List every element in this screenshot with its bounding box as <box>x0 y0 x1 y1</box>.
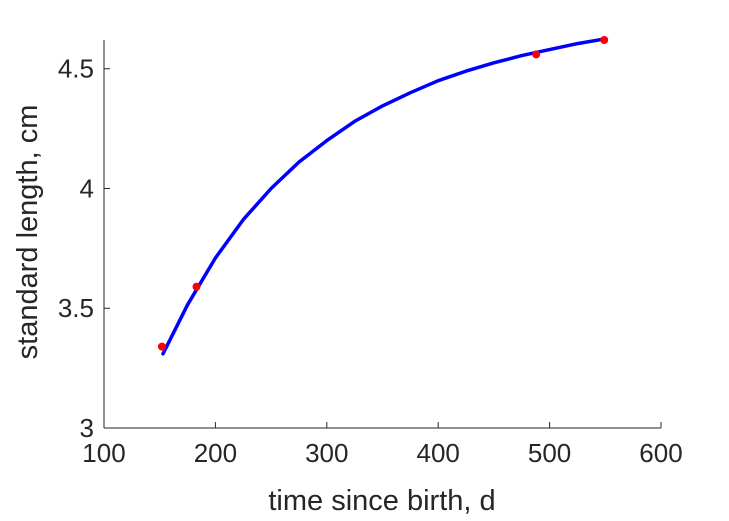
x-tick-label: 400 <box>417 438 460 468</box>
axes <box>103 40 661 429</box>
x-axis-label: time since birth, d <box>268 485 495 517</box>
series-layer <box>157 36 609 356</box>
x-tick-label: 300 <box>305 438 348 468</box>
data-point <box>532 50 541 59</box>
y-ticks: 3 3.5 4 4.5 <box>58 54 110 443</box>
y-axis-label: standard length, cm <box>12 105 44 360</box>
fit-curve <box>161 37 608 356</box>
y-tick-label: 3 <box>80 413 94 443</box>
y-tick-label: 4 <box>80 173 94 203</box>
y-tick-label: 3.5 <box>58 293 94 323</box>
x-tick-label: 100 <box>82 438 125 468</box>
x-tick-label: 500 <box>528 438 571 468</box>
data-point <box>157 342 166 351</box>
x-tick-label: 600 <box>639 438 682 468</box>
x-ticks: 100 200 300 400 500 600 <box>82 422 683 468</box>
x-tick-label: 200 <box>194 438 237 468</box>
data-point <box>600 36 609 44</box>
data-point <box>192 282 201 291</box>
y-tick-label: 4.5 <box>58 54 94 84</box>
